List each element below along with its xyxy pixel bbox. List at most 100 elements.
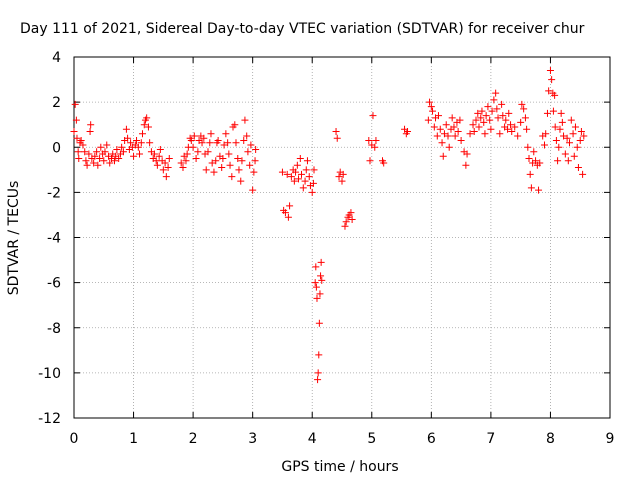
data-point (440, 130, 448, 138)
x-tick-label: 4 (308, 431, 317, 447)
data-point (566, 139, 574, 147)
data-point (246, 161, 254, 169)
data-point (571, 123, 579, 131)
data-point (214, 136, 222, 144)
data-point (365, 136, 373, 144)
data-point (470, 127, 478, 135)
data-point (557, 109, 565, 117)
data-point (579, 170, 587, 178)
data-point (94, 161, 102, 169)
data-point (218, 164, 226, 172)
data-point (524, 143, 532, 151)
data-point (164, 164, 172, 172)
data-point (580, 132, 588, 140)
data-point (488, 107, 496, 115)
data-point (450, 123, 458, 131)
y-tick-label: 2 (52, 95, 61, 111)
data-point (207, 130, 215, 138)
data-point (100, 157, 108, 165)
data-point (315, 319, 323, 327)
data-point (551, 123, 559, 131)
data-point (182, 157, 190, 165)
data-point (335, 173, 343, 181)
data-point (404, 127, 412, 135)
data-point (442, 121, 450, 129)
data-point (517, 118, 525, 126)
data-point (309, 179, 317, 187)
data-point (183, 150, 191, 158)
data-point (438, 139, 446, 147)
data-point (481, 130, 489, 138)
data-point (424, 116, 432, 124)
data-point (540, 141, 548, 149)
data-point (507, 121, 515, 129)
data-point (348, 215, 356, 223)
data-point (134, 143, 142, 151)
data-point (511, 123, 519, 131)
data-point (150, 150, 158, 158)
data-point (81, 148, 89, 156)
x-tick-label: 0 (70, 431, 79, 447)
y-tick-label: -12 (38, 411, 61, 427)
data-point (71, 100, 79, 108)
data-point (189, 143, 197, 151)
data-point (161, 159, 169, 167)
data-point (295, 175, 303, 183)
data-point (433, 132, 441, 140)
data-point (232, 139, 240, 147)
data-point (560, 132, 568, 140)
data-point (159, 166, 167, 174)
data-point (499, 112, 507, 120)
data-point (204, 148, 212, 156)
x-axis-label: GPS time / hours (281, 459, 398, 475)
data-point (341, 222, 349, 230)
y-tick-label: -6 (47, 276, 61, 292)
data-point (200, 134, 208, 142)
y-tick-label: -8 (47, 321, 61, 337)
data-point (478, 107, 486, 115)
data-point (548, 76, 556, 84)
data-point (305, 173, 313, 181)
data-point (366, 157, 374, 165)
data-point (570, 152, 578, 160)
data-point (518, 100, 526, 108)
data-point (238, 157, 246, 165)
data-point (448, 114, 456, 122)
data-point (314, 376, 322, 384)
data-point (179, 164, 187, 172)
data-point (577, 127, 585, 135)
data-point (311, 279, 319, 287)
data-point (75, 155, 83, 163)
data-point (339, 170, 347, 178)
y-tick-label: -10 (38, 366, 61, 382)
data-point (313, 294, 321, 302)
data-point (480, 118, 488, 126)
data-point (535, 186, 543, 194)
data-point (521, 114, 529, 122)
data-point (220, 141, 228, 149)
data-point (110, 157, 118, 165)
data-point (144, 123, 152, 131)
data-point (316, 290, 324, 298)
data-point (115, 155, 123, 163)
data-point (286, 202, 294, 210)
data-point (252, 146, 260, 154)
data-point (225, 150, 233, 158)
data-point (293, 161, 301, 169)
data-point (283, 170, 291, 178)
data-point (137, 139, 145, 147)
data-point (556, 125, 564, 133)
data-point (317, 272, 325, 280)
y-tick-label: 0 (52, 140, 61, 156)
data-point (190, 132, 198, 140)
data-point (551, 91, 559, 99)
data-point (546, 67, 554, 75)
data-point (162, 173, 170, 181)
data-point (202, 166, 210, 174)
data-point (187, 136, 195, 144)
data-point (113, 146, 121, 154)
data-point (576, 136, 584, 144)
data-point (472, 116, 480, 124)
data-point (482, 112, 490, 120)
data-point (347, 209, 355, 217)
